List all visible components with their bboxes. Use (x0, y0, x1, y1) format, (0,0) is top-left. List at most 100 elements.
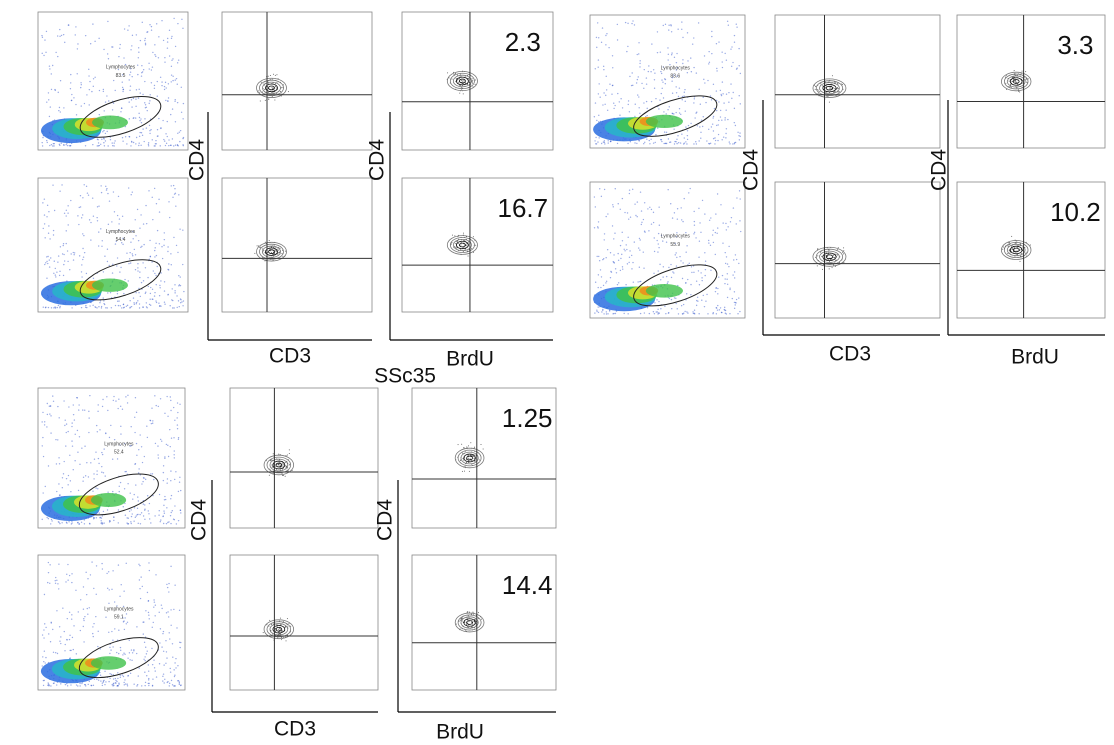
event-dot (668, 138, 669, 139)
event-dot (176, 523, 177, 524)
event-dot (173, 609, 174, 610)
event-dot (620, 258, 621, 259)
event-dot (177, 62, 178, 63)
event-dot (66, 230, 67, 231)
event-dot (154, 54, 155, 55)
event-dot (639, 63, 640, 64)
event-dot (603, 141, 604, 142)
event-dot (658, 301, 659, 302)
event-dot (683, 304, 684, 305)
event-dot (160, 521, 161, 522)
event-dot (108, 681, 109, 682)
event-dot (1030, 245, 1031, 246)
event-dot (842, 252, 843, 253)
event-dot (172, 656, 173, 657)
event-dot (149, 68, 150, 69)
event-dot (265, 100, 266, 101)
event-dot (134, 249, 135, 250)
event-dot (48, 572, 49, 573)
event-dot (114, 142, 115, 143)
event-dot (95, 307, 96, 308)
event-dot (739, 95, 740, 96)
event-dot (59, 107, 60, 108)
event-dot (671, 52, 672, 53)
event-dot (79, 685, 80, 686)
event-dot (130, 85, 131, 86)
event-dot (143, 69, 144, 70)
event-dot (71, 422, 72, 423)
event-dot (615, 313, 616, 314)
event-dot (618, 282, 619, 283)
event-dot (164, 281, 165, 282)
event-dot (736, 23, 737, 24)
event-dot (50, 415, 51, 416)
event-dot (483, 449, 484, 450)
event-dot (164, 290, 165, 291)
event-dot (175, 99, 176, 100)
event-dot (598, 37, 599, 38)
event-dot (103, 91, 104, 92)
event-dot (179, 481, 180, 482)
event-dot (122, 81, 123, 82)
event-dot (66, 432, 67, 433)
event-dot (151, 69, 152, 70)
event-dot (1017, 254, 1018, 255)
event-dot (171, 60, 172, 61)
event-dot (136, 34, 137, 35)
event-dot (169, 305, 170, 306)
event-dot (82, 197, 83, 198)
event-dot (285, 476, 286, 477)
event-dot (122, 244, 123, 245)
event-dot (594, 312, 595, 313)
event-dot (183, 145, 184, 146)
event-dot (164, 140, 165, 141)
event-dot (622, 107, 623, 108)
event-dot (673, 129, 674, 130)
event-dot (179, 228, 180, 229)
event-dot (180, 276, 181, 277)
event-dot (725, 223, 726, 224)
event-dot (152, 627, 153, 628)
event-dot (687, 139, 688, 140)
event-dot (598, 256, 599, 257)
event-dot (65, 684, 66, 685)
event-dot (704, 213, 705, 214)
event-dot (651, 223, 652, 224)
event-dot (138, 523, 139, 524)
event-dot (159, 663, 160, 664)
event-dot (79, 436, 80, 437)
event-dot (694, 232, 695, 233)
event-dot (82, 259, 83, 260)
event-dot (724, 117, 725, 118)
event-dot (169, 217, 170, 218)
event-dot (51, 144, 52, 145)
event-dot (146, 302, 147, 303)
event-dot (147, 277, 148, 278)
event-dot (179, 477, 180, 478)
event-dot (278, 632, 279, 633)
event-dot (54, 261, 55, 262)
event-dot (53, 234, 54, 235)
event-dot (158, 57, 159, 58)
event-dot (154, 250, 155, 251)
event-dot (57, 261, 58, 262)
event-dot (148, 600, 149, 601)
event-dot (105, 133, 106, 134)
event-dot (114, 211, 115, 212)
event-dot (80, 195, 81, 196)
event-dot (129, 300, 130, 301)
event-dot (682, 221, 683, 222)
event-dot (47, 256, 48, 257)
event-dot (131, 660, 132, 661)
event-dot (470, 455, 471, 456)
event-dot (827, 96, 828, 97)
event-dot (287, 455, 288, 456)
event-dot (101, 452, 102, 453)
event-dot (127, 30, 128, 31)
event-dot (57, 35, 58, 36)
event-dot (145, 38, 146, 39)
event-dot (661, 93, 662, 94)
event-dot (144, 519, 145, 520)
event-dot (138, 47, 139, 48)
event-dot (155, 300, 156, 301)
